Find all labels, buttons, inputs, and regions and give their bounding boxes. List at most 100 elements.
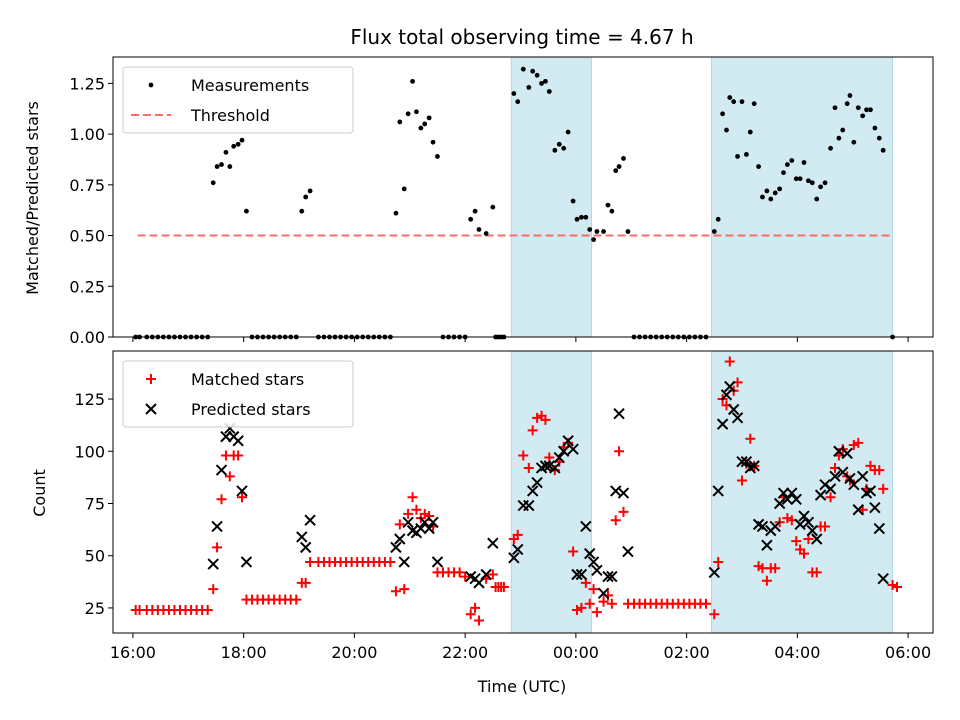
predicted-star-point	[508, 552, 520, 564]
measurement-point	[836, 135, 842, 141]
predicted-star-point	[419, 516, 431, 528]
matched-star-point	[610, 515, 621, 526]
predicted-star-point	[415, 522, 427, 535]
matched-star-point	[385, 556, 396, 567]
count-y-tick-label: 75	[85, 494, 105, 513]
predicted-star-point	[613, 407, 625, 420]
predicted-star-point	[798, 510, 810, 522]
count-legend-box	[122, 360, 354, 428]
measurement-point	[797, 176, 803, 182]
matched-star-point	[460, 571, 471, 582]
matched-star-point	[523, 462, 534, 473]
predicted-star-point	[761, 539, 773, 551]
predicted-star-point	[873, 522, 886, 535]
measurement-point	[539, 80, 544, 86]
measurement-point	[832, 105, 838, 111]
predicted-star-point	[841, 447, 853, 460]
ratio-shaded-interval-0	[510, 56, 593, 338]
predicted-star-point	[856, 470, 869, 483]
measurement-point	[235, 141, 241, 147]
predicted-star-point	[480, 568, 492, 581]
measurement-point	[401, 186, 407, 192]
measurement-point	[818, 184, 824, 190]
predicted-star-point	[215, 464, 228, 476]
measurement-point	[777, 186, 783, 192]
predicted-star-point	[512, 543, 524, 556]
x-tick-label: 22:00	[442, 643, 488, 662]
matched-star-point	[527, 425, 538, 436]
count-shaded-interval-0	[510, 350, 593, 634]
predicted-star-point	[756, 520, 769, 533]
ratio-axes-frame	[112, 56, 934, 338]
measurement-point	[860, 113, 866, 119]
matched-star-point	[291, 594, 302, 605]
matched-star-point	[540, 414, 551, 425]
matched-star-point	[300, 577, 311, 588]
matched-star-point	[512, 529, 523, 540]
matched-star-point	[473, 615, 484, 626]
matched-star-point	[878, 483, 889, 494]
matched-star-point	[892, 582, 903, 593]
predicted-star-point	[712, 485, 724, 497]
measurement-point	[822, 180, 828, 186]
count-y-tick-label: 25	[85, 599, 105, 618]
legend-matched-marker	[146, 374, 156, 384]
ratio-y-tick-label: 1.25	[69, 74, 105, 93]
measurement-point	[219, 162, 224, 167]
predicted-star-point	[848, 478, 860, 491]
measurement-point	[393, 210, 399, 216]
measurement-point	[851, 139, 857, 145]
predicted-star-point	[724, 380, 736, 393]
legend-measurements-marker	[148, 82, 154, 88]
matched-star-point	[407, 492, 418, 503]
matched-star-point	[411, 504, 422, 515]
measurement-point	[747, 129, 753, 135]
matched-star-point	[487, 569, 498, 580]
measurement-point	[422, 121, 428, 127]
matched-star-point	[208, 584, 219, 595]
measurement-point	[880, 147, 886, 153]
measurement-point	[515, 99, 521, 105]
measurement-point	[605, 202, 611, 208]
legend-label: Matched stars	[191, 370, 304, 389]
bottom-y-axis-label: Count	[30, 469, 49, 517]
matched-star-point	[571, 605, 582, 616]
measurement-point	[587, 227, 593, 232]
measurement-point	[231, 143, 237, 149]
measurement-point	[418, 125, 424, 131]
matched-star-point	[811, 567, 822, 578]
predicted-star-point	[402, 516, 414, 528]
predicted-star-point	[852, 504, 864, 516]
matched-star-point	[848, 440, 859, 450]
matched-star-point	[782, 513, 793, 524]
x-tick-label: 06:00	[885, 643, 931, 662]
predicted-star-point	[487, 537, 499, 549]
ratio-legend: Measurements Threshold	[122, 66, 354, 134]
measurement-point	[876, 135, 882, 141]
measurement-point	[239, 137, 245, 143]
count-y-tick-label: 50	[85, 547, 105, 566]
matched-star-point	[224, 471, 235, 482]
measurement-point	[405, 111, 411, 117]
measurement-point	[299, 208, 305, 214]
predicted-star-point	[806, 524, 819, 537]
matched-star-point	[791, 536, 802, 547]
matched-star-point	[576, 602, 587, 613]
x-tick-label: 16:00	[110, 643, 156, 662]
predicted-star-point	[557, 445, 570, 457]
measurement-point	[609, 208, 615, 214]
ratio-panel: 0.00 0.25 0.50 0.75 1.00 1.25 Measurements Thre…	[69, 56, 934, 347]
ratio-legend-box	[122, 66, 354, 134]
predicted-star-point	[802, 516, 815, 528]
measurement-point	[809, 180, 815, 186]
x-tick-label: 00:00	[553, 643, 599, 662]
measurement-point	[490, 204, 496, 210]
measurement-point	[223, 149, 229, 155]
measurement-point	[526, 85, 532, 90]
matched-star-point	[887, 579, 898, 590]
matched-star-point	[498, 582, 509, 593]
measurement-point	[764, 188, 770, 194]
legend-predicted-marker	[145, 403, 157, 415]
measurement-point	[735, 154, 740, 159]
